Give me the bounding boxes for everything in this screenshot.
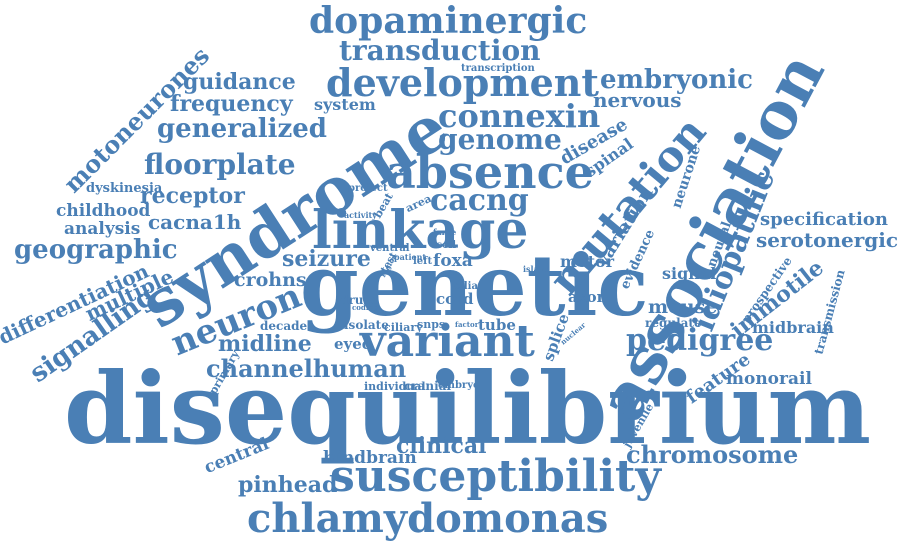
word-clinical: clinical bbox=[396, 433, 487, 459]
word-cell: cell bbox=[436, 240, 457, 251]
word-crohns: crohns bbox=[234, 269, 307, 291]
word-dopaminergic: dopaminergic bbox=[309, 0, 588, 42]
word-isolate: isolate bbox=[344, 318, 389, 332]
word-geographic: geographic bbox=[14, 235, 178, 265]
word-guidance: guidance bbox=[183, 69, 296, 95]
word-cacna1h: cacna1h bbox=[148, 210, 242, 234]
word-left: left bbox=[413, 256, 433, 267]
word-project: project bbox=[348, 183, 388, 194]
word-frequency: frequency bbox=[170, 91, 293, 117]
word-cacng: cacng bbox=[430, 183, 529, 218]
word-pedigree: pedigree bbox=[626, 323, 774, 358]
word-dyskinesia: dyskinesia bbox=[86, 181, 163, 196]
word-generalized: generalized bbox=[157, 114, 327, 144]
word-activity: activity bbox=[344, 210, 377, 220]
word-nervous: nervous bbox=[593, 88, 682, 112]
word-channelhuman: channelhuman bbox=[206, 354, 407, 383]
word-hindbrain: hindbrain bbox=[323, 448, 417, 468]
word-absence: absence bbox=[386, 145, 594, 199]
word-chromosome: chromosome bbox=[626, 440, 799, 469]
word-floorplate: floorplate bbox=[144, 148, 296, 181]
word-patient: patient bbox=[394, 252, 427, 262]
word-midline: midline bbox=[218, 331, 312, 357]
word-linkage: linkage bbox=[312, 200, 529, 261]
word-tube: tube bbox=[478, 316, 516, 334]
word-ventral: ventral bbox=[370, 243, 410, 254]
word-pinhead: pinhead bbox=[238, 472, 338, 498]
word-axon: axon bbox=[568, 288, 608, 306]
word-genome: genome bbox=[438, 123, 562, 156]
word-embryo: embryo bbox=[438, 380, 480, 391]
word-disequilibrium: disequilibrium bbox=[64, 352, 872, 467]
word-susceptibility: susceptibility bbox=[330, 451, 661, 502]
word-seizure: seizure bbox=[282, 246, 371, 272]
word-transduction: transduction bbox=[339, 34, 541, 67]
word-decade: decade bbox=[260, 319, 308, 333]
word-signal: signal bbox=[662, 264, 717, 283]
word-embryonic: embryonic bbox=[600, 65, 753, 95]
word-variant: variant bbox=[360, 316, 535, 367]
word-motor: motor bbox=[560, 252, 615, 271]
word-individual: individual bbox=[364, 380, 426, 393]
word-system: system bbox=[314, 95, 376, 114]
word-foxa: foxa bbox=[433, 251, 473, 271]
word-development: development bbox=[326, 60, 599, 105]
word-cranial: cranial bbox=[404, 379, 452, 393]
word-cilia: cilia bbox=[454, 281, 478, 292]
word-midbrain: midbrain bbox=[752, 318, 834, 337]
word-factor: factor bbox=[455, 320, 479, 329]
word-ciliary: ciliary bbox=[384, 321, 423, 334]
word-druze: druze bbox=[340, 293, 378, 307]
word-specification: specification bbox=[760, 209, 888, 230]
word-serotonergic: serotonergic bbox=[756, 228, 899, 252]
word-island: island bbox=[523, 264, 551, 274]
word-receptor: receptor bbox=[140, 183, 245, 209]
word-cord: cord bbox=[436, 290, 474, 308]
word-mouse: mouse bbox=[648, 296, 718, 318]
word-chlamydomonas: chlamydomonas bbox=[247, 495, 609, 542]
word-faroe: faroe bbox=[433, 227, 457, 237]
word-genetic: genetic bbox=[300, 236, 649, 335]
word-snps: snps bbox=[417, 318, 446, 331]
word-eyed: eyed bbox=[334, 335, 373, 353]
word-monorail: monorail bbox=[726, 369, 812, 389]
word-transcription: transcription bbox=[461, 63, 535, 74]
word-regulate: regulate bbox=[645, 316, 702, 330]
word-analysis: analysis bbox=[64, 219, 141, 239]
word-childhood: childhood bbox=[56, 201, 151, 221]
word-coding: coding bbox=[352, 303, 379, 312]
word-connexin: connexin bbox=[438, 97, 601, 135]
